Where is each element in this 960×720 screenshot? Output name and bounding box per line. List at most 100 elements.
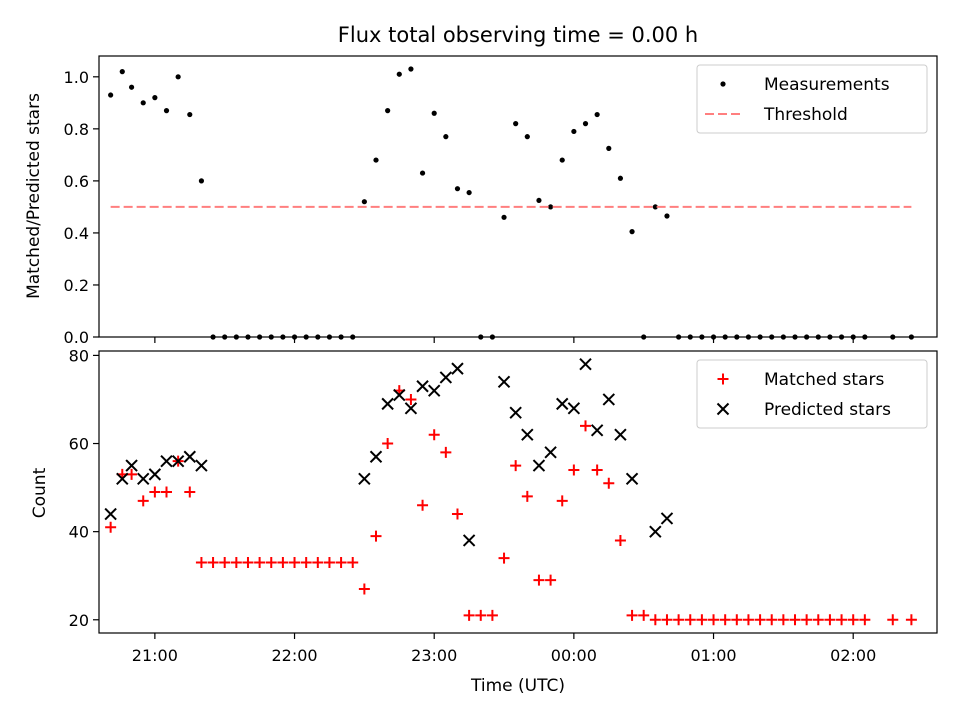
- matched-stars-point: [533, 574, 545, 586]
- measurements-point: [617, 175, 624, 181]
- predicted-stars-point: [521, 428, 534, 441]
- measurements-point: [198, 178, 205, 184]
- bottom-data-marks: [104, 358, 917, 626]
- matched-stars-point: [207, 557, 219, 568]
- top-y-tick-label: 1.0: [64, 68, 89, 87]
- measurements-point: [664, 213, 670, 219]
- predicted-stars-point: [404, 402, 418, 415]
- top-y-tick-label: 0.6: [64, 172, 89, 191]
- predicted-stars-legend-swatch: [716, 402, 730, 416]
- measurements-point: [163, 108, 170, 114]
- predicted-stars-point: [171, 454, 185, 468]
- predicted-stars-point: [649, 525, 662, 538]
- predicted-stars-point: [532, 459, 546, 472]
- matched-stars-point: [510, 460, 522, 472]
- matched-stars-point: [836, 614, 848, 626]
- matched-stars-point: [905, 614, 917, 626]
- bot-legend-box: [696, 359, 928, 429]
- matched-stars-point: [417, 499, 429, 511]
- bot-y-tick-label: 60: [69, 435, 89, 454]
- matched-stars-point: [405, 393, 417, 405]
- matched-stars-point: [289, 557, 301, 568]
- matched-stars-point: [545, 574, 557, 586]
- top-axes-frame: [98, 55, 938, 338]
- measurements-point: [419, 170, 426, 176]
- bottom-y-axis-label: Count: [30, 467, 50, 518]
- matched-stars-point: [428, 429, 440, 441]
- predicted-stars-point: [660, 512, 674, 525]
- measurements-point: [361, 199, 367, 205]
- matched-stars-point: [451, 508, 463, 520]
- matched-stars-point: [777, 614, 789, 626]
- predicted-stars-point: [369, 450, 383, 463]
- measurements-point: [629, 229, 635, 235]
- measurements-point: [501, 214, 507, 220]
- top-y-tick-label: 0.4: [64, 224, 89, 243]
- bottom-axes-ticks: 20 40 60 80 21:00 22:00 23:00 00:00 01:00 02:00: [69, 346, 877, 665]
- predicted-stars-point: [183, 450, 196, 463]
- matched-stars-point: [475, 609, 487, 621]
- predicted-stars-point: [137, 472, 150, 485]
- matched-stars-point: [812, 614, 824, 626]
- predicted-stars-point: [104, 507, 117, 521]
- measurements-point: [594, 111, 600, 118]
- measurements-point: [582, 121, 589, 127]
- predicted-stars-point: [393, 388, 406, 402]
- top-legend: Measurements Threshold: [696, 64, 928, 134]
- x-tick-label: 00:00: [551, 646, 597, 665]
- measurements-point: [385, 108, 391, 114]
- matched-stars-point: [673, 614, 685, 626]
- predicted-stars-point: [451, 362, 464, 375]
- matched-stars-point: [149, 486, 161, 498]
- matched-stars-point: [277, 557, 289, 568]
- matched-stars-point: [440, 446, 452, 458]
- bottom-legend: Matched stars Predicted stars: [696, 359, 928, 429]
- matched-stars-point: [742, 614, 754, 626]
- measurements-legend-swatch: [720, 81, 726, 87]
- top-plot: 0.0 0.2 0.4 0.6 0.8 1.0 Measurements Threshold: [64, 55, 938, 347]
- matched-stars-point: [556, 495, 568, 507]
- matched-stars-point: [661, 614, 673, 626]
- top-chart-title: Flux total observing time = 0.00 h: [338, 23, 698, 47]
- predicted-stars-point: [625, 472, 639, 485]
- measurements-point: [396, 71, 402, 77]
- top-y-tick-label: 0.0: [64, 328, 89, 347]
- matched-stars-point: [638, 609, 650, 621]
- matched-stars-point: [323, 557, 335, 568]
- predicted-stars-point: [602, 393, 615, 406]
- matched-stars-point: [195, 557, 207, 568]
- matched-stars-point: [568, 464, 580, 476]
- measurements-point: [128, 84, 135, 90]
- predicted-stars-point: [462, 534, 476, 547]
- measurements-point: [536, 197, 542, 204]
- measurements-point: [454, 186, 461, 192]
- predicted-stars-point: [497, 375, 511, 389]
- measurements-point: [431, 110, 437, 116]
- matched-stars-point: [161, 486, 173, 498]
- matched-stars-point: [580, 420, 592, 432]
- matched-stars-point: [219, 557, 231, 568]
- matched-stars-point: [521, 490, 533, 502]
- matched-stars-point: [649, 614, 661, 626]
- predicted-stars-point: [590, 424, 604, 437]
- matched-stars-point: [603, 477, 615, 489]
- matched-stars-point: [591, 464, 603, 476]
- measurements-point: [606, 145, 612, 151]
- predicted-stars-point: [416, 380, 429, 393]
- x-tick-label: 23:00: [411, 646, 457, 665]
- predicted-stars-point: [544, 446, 557, 459]
- bot-y-tick-label: 40: [69, 523, 89, 542]
- x-tick-label: 22:00: [271, 646, 317, 665]
- matched-stars-point: [486, 609, 498, 621]
- top-axes-ticks: 0.0 0.2 0.4 0.6 0.8 1.0: [64, 68, 854, 347]
- predicted-stars-point: [116, 472, 129, 485]
- matched-stars-point: [719, 614, 731, 626]
- matched-stars-point: [708, 614, 720, 626]
- matched-stars-point: [696, 614, 708, 626]
- matched-stars-point: [370, 530, 382, 542]
- measurements-point: [408, 66, 414, 72]
- matched-stars-point: [184, 486, 196, 498]
- measurements-point: [559, 157, 565, 163]
- predicted-stars-point: [358, 472, 371, 485]
- measurements-point: [513, 121, 519, 127]
